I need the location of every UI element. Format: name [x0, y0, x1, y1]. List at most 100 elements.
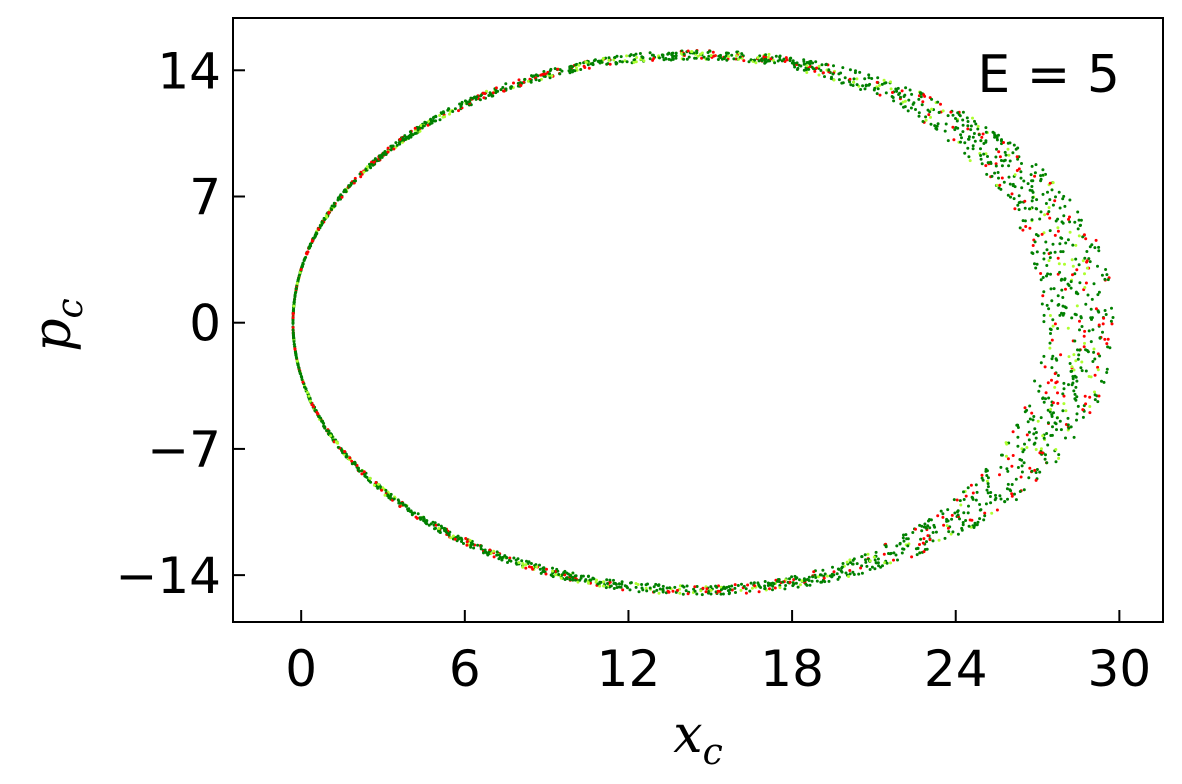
data-point: [395, 143, 399, 147]
data-point: [1041, 294, 1045, 298]
data-point: [544, 572, 548, 576]
data-point: [749, 581, 753, 585]
data-point: [815, 66, 819, 70]
data-point: [389, 148, 393, 152]
data-point: [641, 56, 645, 60]
data-point: [873, 558, 877, 562]
data-point: [1059, 250, 1063, 254]
data-point: [564, 576, 568, 580]
data-point: [1035, 250, 1039, 254]
data-point: [538, 567, 542, 571]
data-point: [1096, 368, 1100, 372]
data-point: [392, 147, 396, 151]
data-point: [448, 109, 452, 113]
data-point: [586, 63, 590, 67]
data-point: [437, 527, 441, 530]
data-point: [1025, 446, 1029, 449]
data-point: [388, 494, 392, 498]
data-point: [863, 87, 867, 91]
data-point: [538, 563, 541, 567]
y-tick-label: 7: [189, 168, 221, 226]
data-point: [422, 515, 426, 519]
data-point: [1093, 398, 1097, 402]
data-point: [1050, 403, 1054, 407]
data-point: [1070, 383, 1074, 387]
annotation-energy: E = 5: [977, 45, 1120, 105]
data-point: [1101, 322, 1105, 326]
data-point: [434, 115, 438, 119]
data-point: [1053, 250, 1057, 254]
data-point: [336, 445, 340, 449]
data-point: [1072, 435, 1076, 439]
data-point: [898, 91, 902, 95]
data-point: [563, 573, 567, 577]
data-point: [516, 557, 520, 561]
data-point: [997, 186, 1001, 190]
data-point: [923, 522, 927, 526]
data-point: [920, 524, 924, 528]
data-point: [1042, 354, 1046, 358]
data-point: [1067, 383, 1070, 387]
data-point: [494, 86, 498, 90]
data-point: [1046, 408, 1050, 412]
data-point: [965, 116, 969, 120]
data-point: [602, 584, 605, 588]
data-point: [330, 204, 334, 208]
data-point: [822, 576, 826, 580]
data-point: [816, 575, 820, 579]
data-point: [1054, 381, 1058, 385]
data-point: [1088, 411, 1092, 415]
data-point: [1008, 141, 1012, 145]
data-point: [929, 518, 933, 522]
data-point: [660, 53, 664, 57]
data-point: [1056, 401, 1060, 405]
data-point: [975, 490, 979, 494]
data-point: [693, 585, 697, 589]
data-point: [605, 62, 609, 66]
data-point: [1067, 426, 1071, 430]
data-point: [485, 89, 488, 93]
data-point: [1061, 313, 1065, 317]
data-point: [1043, 365, 1047, 369]
data-point: [1049, 287, 1053, 291]
data-point: [1032, 432, 1036, 436]
data-point: [906, 109, 910, 113]
data-point: [662, 58, 666, 62]
data-point: [1045, 461, 1049, 465]
data-point: [1013, 492, 1016, 496]
data-point: [1009, 195, 1012, 199]
data-point: [1074, 359, 1078, 363]
data-point: [1041, 168, 1045, 172]
data-point: [915, 553, 919, 557]
data-point: [985, 474, 989, 477]
data-point: [961, 118, 965, 122]
data-point: [904, 86, 908, 90]
data-point: [524, 563, 528, 567]
data-point: [1044, 453, 1047, 457]
data-point: [784, 56, 788, 60]
data-point: [1051, 242, 1055, 246]
data-point: [1022, 179, 1026, 183]
data-point: [907, 98, 911, 102]
data-point: [944, 122, 948, 126]
data-point: [1079, 366, 1083, 370]
data-point: [855, 562, 859, 566]
data-point: [1041, 173, 1045, 177]
data-point: [1066, 326, 1070, 330]
data-point: [1096, 400, 1100, 404]
data-point: [1034, 266, 1038, 270]
data-point: [876, 557, 880, 561]
data-point: [694, 56, 698, 60]
data-point: [1066, 423, 1070, 427]
data-point: [919, 92, 923, 96]
data-point: [848, 569, 852, 572]
data-point: [530, 74, 533, 78]
data-point: [292, 307, 295, 311]
data-point: [959, 140, 962, 144]
data-point: [488, 91, 492, 95]
data-point: [457, 109, 460, 113]
data-point: [889, 87, 893, 91]
data-point: [1070, 258, 1074, 262]
data-point: [910, 92, 914, 96]
data-point: [1045, 264, 1049, 267]
